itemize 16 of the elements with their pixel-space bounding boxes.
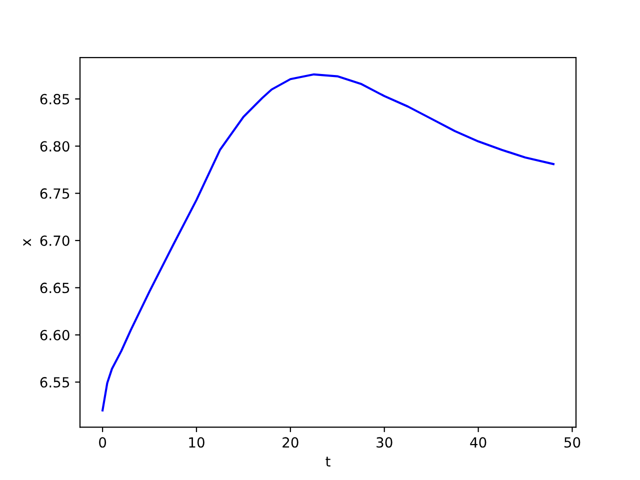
y-tick-label: 6.55 [40,377,70,388]
x-axis-title: t [326,456,330,466]
y-tick-label: 6.60 [40,330,70,340]
y-tick-label: 6.85 [40,94,70,104]
x-tick-label: 0 [99,437,106,448]
x-tick-label: 20 [282,437,298,448]
x-tick-label: 30 [376,437,392,448]
y-tick-label: 6.65 [40,282,70,294]
y-tick-label: 6.75 [40,188,70,199]
line-series [102,73,554,412]
x-tick-label: 40 [470,437,486,448]
y-axis-title: x [23,238,31,246]
x-tick-label: 50 [564,437,580,448]
y-tick-label: 6.70 [40,235,70,246]
x-tick-label: 10 [189,437,204,448]
y-tick-label: 6.80 [40,141,70,152]
